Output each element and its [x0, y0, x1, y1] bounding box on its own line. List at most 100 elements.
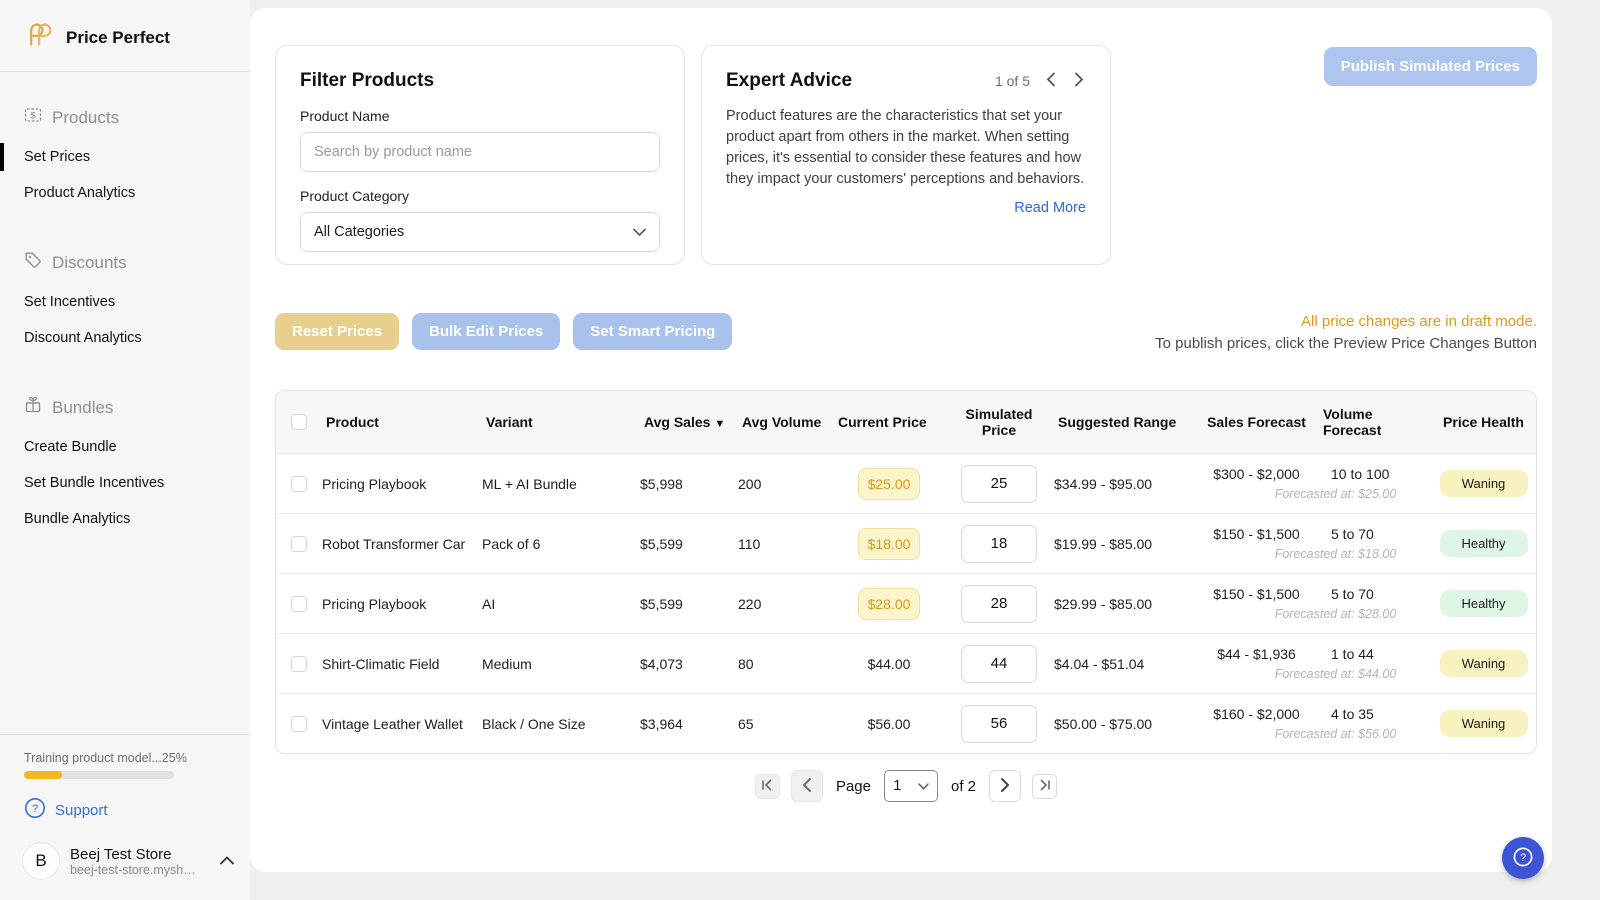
chevron-up-icon: [220, 852, 234, 870]
last-page-button[interactable]: [1032, 774, 1057, 799]
sidebar-item-set-bundle-incentives[interactable]: Set Bundle Incentives: [0, 465, 250, 501]
simulated-price-input[interactable]: [961, 525, 1037, 563]
forecast-cell: $150 - $1,500 5 to 70 Forecasted at: $18…: [1194, 520, 1429, 567]
prev-page-button[interactable]: [791, 770, 823, 802]
cell-avg-volume: 200: [738, 476, 834, 492]
current-price-badge: $28.00: [858, 588, 921, 620]
read-more-link[interactable]: Read More: [726, 200, 1086, 216]
sort-desc-icon: ▼: [714, 418, 725, 430]
draft-notice-line2: To publish prices, click the Preview Pri…: [1155, 335, 1537, 352]
simulated-price-input[interactable]: [961, 585, 1037, 623]
row-checkbox[interactable]: [291, 476, 307, 492]
svg-text:?: ?: [32, 803, 38, 815]
training-progress: Training product model...25%: [0, 735, 250, 779]
sidebar-item-discount-analytics[interactable]: Discount Analytics: [0, 320, 250, 356]
simulated-price-input[interactable]: [961, 705, 1037, 743]
chevron-down-icon: [918, 778, 929, 794]
col-product[interactable]: Product: [322, 406, 482, 438]
cell-suggested-range: $19.99 - $85.00: [1054, 536, 1194, 552]
simulated-price-input[interactable]: [961, 645, 1037, 683]
product-category-select[interactable]: All Categories: [300, 212, 660, 252]
nav-section-discounts: Discounts: [0, 241, 250, 284]
table-row: Vintage Leather Wallet Black / One Size …: [276, 693, 1536, 753]
sidebar-item-create-bundle[interactable]: Create Bundle: [0, 429, 250, 465]
sidebar-item-set-prices[interactable]: Set Prices: [0, 139, 250, 175]
reset-prices-button[interactable]: Reset Prices: [275, 313, 399, 350]
support-link[interactable]: ? Support: [0, 779, 250, 830]
col-sales-forecast[interactable]: Sales Forecast: [1194, 406, 1319, 438]
support-label: Support: [55, 802, 108, 819]
col-price-health[interactable]: Price Health: [1429, 406, 1537, 438]
row-checkbox[interactable]: [291, 536, 307, 552]
nav-section-label: Products: [52, 108, 119, 128]
sidebar-item-set-incentives[interactable]: Set Incentives: [0, 284, 250, 320]
next-page-button[interactable]: [989, 770, 1021, 802]
last-page-icon: [1039, 779, 1051, 794]
table-row: Pricing Playbook ML + AI Bundle $5,998 2…: [276, 453, 1536, 513]
cell-avg-sales: $5,599: [640, 596, 738, 612]
cell-volume-forecast: 4 to 35: [1319, 706, 1429, 722]
publish-simulated-prices-button[interactable]: Publish Simulated Prices: [1324, 47, 1537, 86]
cell-avg-volume: 65: [738, 716, 834, 732]
forecasted-at-note: Forecasted at: $28.00: [1194, 607, 1429, 621]
cell-sales-forecast: $44 - $1,936: [1194, 646, 1319, 662]
select-all-checkbox[interactable]: [291, 414, 307, 430]
col-simulated-price[interactable]: Simulated Price: [944, 398, 1054, 446]
svg-text:$: $: [30, 111, 36, 122]
cell-product: Shirt-Climatic Field: [322, 656, 482, 672]
svg-text:?: ?: [1520, 852, 1526, 864]
advice-next-button[interactable]: [1072, 70, 1086, 92]
row-checkbox[interactable]: [291, 716, 307, 732]
set-smart-pricing-button[interactable]: Set Smart Pricing: [573, 313, 732, 350]
question-circle-icon: ?: [1511, 845, 1535, 872]
row-checkbox[interactable]: [291, 656, 307, 672]
price-health-badge: Healthy: [1440, 590, 1528, 617]
col-current-price[interactable]: Current Price: [834, 406, 944, 438]
col-avg-sales[interactable]: Avg Sales▼: [640, 406, 738, 438]
price-health-badge: Waning: [1440, 650, 1528, 677]
page-number-select[interactable]: 1: [884, 770, 938, 802]
store-switcher[interactable]: B Beej Test Store beej-test-store.mysh…: [0, 830, 250, 900]
sidebar: Price Perfect $ Products Set Prices Prod…: [0, 0, 250, 900]
cell-sales-forecast: $150 - $1,500: [1194, 586, 1319, 602]
sidebar-item-bundle-analytics[interactable]: Bundle Analytics: [0, 501, 250, 537]
prices-table: Product Variant Avg Sales▼ Avg Volume Cu…: [275, 390, 1537, 754]
forecasted-at-note: Forecasted at: $25.00: [1194, 487, 1429, 501]
col-variant[interactable]: Variant: [482, 406, 640, 438]
forecast-cell: $160 - $2,000 4 to 35 Forecasted at: $56…: [1194, 700, 1429, 747]
cell-product: Robot Transformer Car: [322, 536, 482, 552]
cell-suggested-range: $4.04 - $51.04: [1054, 656, 1194, 672]
cell-volume-forecast: 1 to 44: [1319, 646, 1429, 662]
col-avg-volume[interactable]: Avg Volume: [738, 406, 834, 438]
sidebar-item-product-analytics[interactable]: Product Analytics: [0, 175, 250, 211]
main-content: Filter Products Product Name Product Cat…: [250, 8, 1552, 872]
cell-avg-volume: 110: [738, 536, 834, 552]
first-page-button[interactable]: [755, 774, 780, 799]
price-perfect-logo-icon: [24, 22, 56, 53]
row-checkbox[interactable]: [291, 596, 307, 612]
current-price-badge: $25.00: [858, 468, 921, 500]
col-suggested-range[interactable]: Suggested Range: [1054, 406, 1194, 438]
nav-section-label: Discounts: [52, 253, 127, 273]
product-name-label: Product Name: [300, 108, 660, 124]
product-name-search-input[interactable]: [300, 132, 660, 172]
advice-prev-button[interactable]: [1044, 70, 1058, 92]
simulated-price-input[interactable]: [961, 465, 1037, 503]
cell-variant: Black / One Size: [482, 716, 640, 732]
app-logo-row: Price Perfect: [0, 0, 250, 71]
help-fab-button[interactable]: ?: [1502, 837, 1544, 879]
forecasted-at-note: Forecasted at: $44.00: [1194, 667, 1429, 681]
training-progress-bar: [24, 771, 174, 779]
current-price-text: $44.00: [859, 649, 920, 679]
cell-volume-forecast: 5 to 70: [1319, 586, 1429, 602]
forecasted-at-note: Forecasted at: $56.00: [1194, 727, 1429, 741]
cell-avg-volume: 80: [738, 656, 834, 672]
forecast-cell: $300 - $2,000 10 to 100 Forecasted at: $…: [1194, 460, 1429, 507]
cell-variant: AI: [482, 596, 640, 612]
bulk-edit-prices-button[interactable]: Bulk Edit Prices: [412, 313, 560, 350]
gift-icon: [24, 396, 42, 419]
cell-avg-sales: $5,998: [640, 476, 738, 492]
col-volume-forecast[interactable]: Volume Forecast: [1319, 398, 1429, 446]
expert-advice-title: Expert Advice: [726, 70, 852, 92]
cell-volume-forecast: 5 to 70: [1319, 526, 1429, 542]
